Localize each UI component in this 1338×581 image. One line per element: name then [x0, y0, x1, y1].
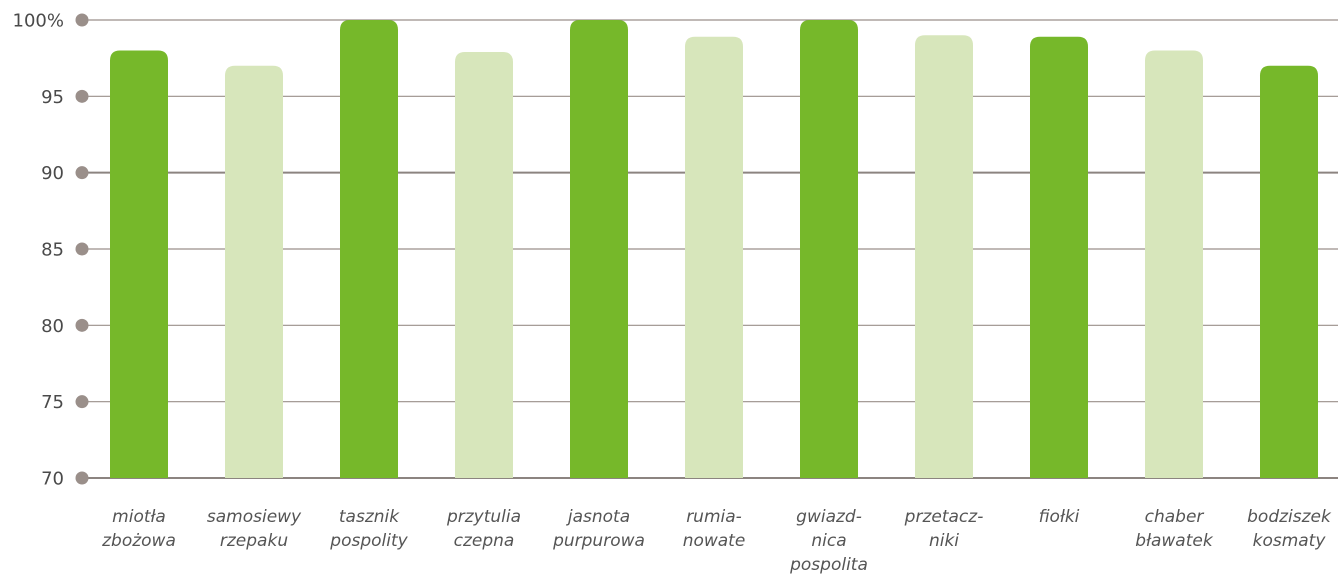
xlabel-10-line-0: bodziszek — [1247, 507, 1332, 527]
bar-10 — [1260, 65, 1318, 479]
xlabel-3-line-1: czepna — [454, 531, 515, 551]
xlabel-8-line-0: fiołki — [1039, 507, 1080, 527]
bar-6 — [800, 20, 858, 478]
ytick-dot-100 — [75, 13, 89, 27]
ytick-dot-85 — [75, 242, 89, 256]
xlabel-0-line-1: zbożowa — [101, 531, 176, 551]
ytick-label-85: 85 — [41, 240, 64, 261]
xlabel-5-line-1: nowate — [683, 531, 746, 551]
xlabel-1: samosiewy rzepaku — [207, 507, 302, 551]
xlabel-0: miotła zbożowa — [101, 507, 176, 551]
xlabel-3: przytulia czepna — [446, 507, 521, 551]
xlabel-8: fiołki — [1039, 507, 1080, 527]
bar-9 — [1145, 50, 1203, 479]
ytick-label-70: 70 — [41, 469, 64, 490]
ytick-label-95: 95 — [41, 87, 64, 108]
bar-1 — [225, 65, 283, 479]
xlabel-0-line-0: miotła — [112, 507, 166, 527]
ytick-label-100: 100% — [13, 11, 64, 32]
ytick-label-90: 90 — [41, 163, 64, 184]
xlabel-9-line-1: bławatek — [1135, 531, 1214, 551]
xlabel-4: jasnota purpurowa — [552, 507, 645, 551]
y-axis-ticks: 100% 95 90 85 80 75 70 — [13, 11, 89, 490]
xlabel-6-line-2: pospolita — [789, 555, 868, 575]
xlabel-2-line-1: pospolity — [329, 531, 408, 551]
xlabel-5-line-0: rumia- — [686, 507, 742, 527]
xlabel-4-line-0: jasnota — [566, 507, 630, 527]
x-axis-labels: miotła zbożowa samosiewy rzepaku tasznik posp… — [101, 507, 1332, 575]
xlabel-2-line-0: tasznik — [339, 507, 400, 527]
xlabel-1-line-0: samosiewy — [207, 507, 302, 527]
xlabel-7: przetacz-niki — [904, 507, 984, 551]
bars — [110, 20, 1318, 479]
bar-7 — [915, 35, 973, 479]
ytick-label-75: 75 — [41, 392, 64, 413]
bar-5 — [685, 36, 743, 478]
xlabel-5: rumia-nowate — [683, 507, 746, 551]
bar-3 — [455, 52, 513, 479]
xlabel-10: bodziszek kosmaty — [1247, 507, 1332, 551]
bar-2 — [340, 20, 398, 478]
ytick-dot-70 — [75, 471, 89, 485]
ytick-dot-95 — [75, 89, 89, 103]
xlabel-9: chaber bławatek — [1135, 507, 1214, 551]
bar-0 — [110, 50, 168, 479]
xlabel-3-line-0: przytulia — [446, 507, 521, 527]
xlabel-2: tasznik pospolity — [329, 507, 408, 551]
ytick-dot-90 — [75, 166, 89, 180]
xlabel-7-line-1: niki — [929, 531, 959, 551]
bar-4 — [570, 20, 628, 478]
xlabel-6-line-1: nica — [811, 531, 846, 551]
xlabel-1-line-1: rzepaku — [220, 531, 288, 551]
xlabel-9-line-0: chaber — [1145, 507, 1205, 527]
ytick-dot-75 — [75, 395, 89, 409]
xlabel-7-line-0: przetacz- — [904, 507, 984, 527]
xlabel-6-line-0: gwiazd- — [796, 507, 862, 527]
xlabel-10-line-1: kosmaty — [1253, 531, 1327, 551]
ytick-dot-80 — [75, 318, 89, 332]
ytick-label-80: 80 — [41, 316, 64, 337]
bar-8 — [1030, 36, 1088, 478]
xlabel-4-line-1: purpurowa — [552, 531, 645, 551]
xlabel-6: gwiazd-nica pospolita — [789, 507, 868, 575]
